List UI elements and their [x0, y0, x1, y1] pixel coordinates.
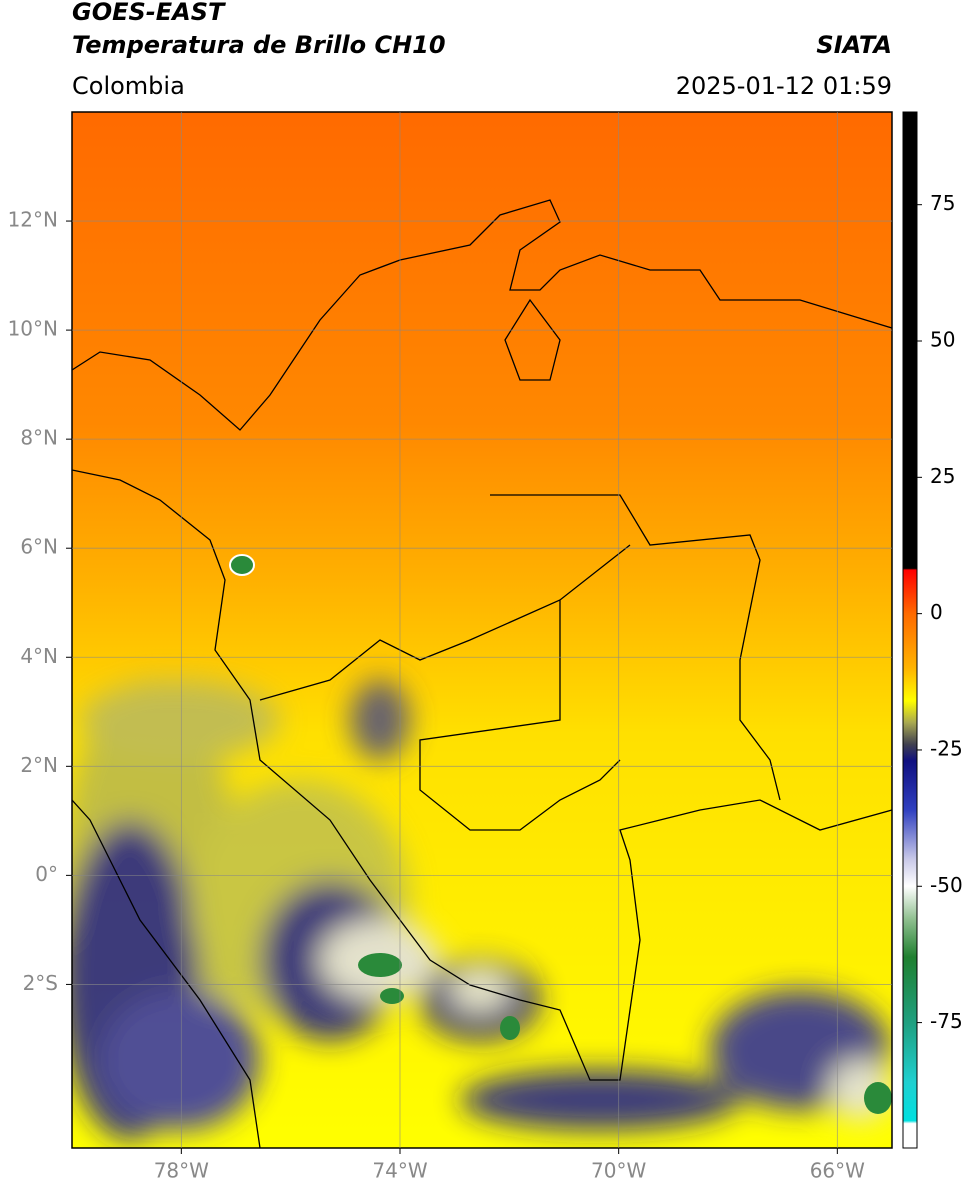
y-tick-label: 10°N: [8, 317, 58, 341]
colorbar-tick-label: 0: [930, 600, 943, 624]
colorbar-tick-label: -75: [930, 1009, 963, 1033]
map-frame: [71, 111, 893, 1149]
colorbar: [902, 111, 918, 1149]
colorbar-tick-label: -25: [930, 736, 963, 760]
y-tick-label: 4°N: [20, 644, 58, 668]
timestamp: 2025-01-12 01:59: [676, 72, 892, 100]
y-tick-label: 2°S: [23, 971, 58, 995]
y-tick-label: 6°N: [20, 535, 58, 559]
y-tick-label: 8°N: [20, 426, 58, 450]
y-tick-label: 2°N: [20, 753, 58, 777]
colorbar-tick-label: 75: [930, 191, 955, 215]
subtitle: Temperatura de Brillo CH10: [72, 31, 446, 59]
x-tick-label: 78°W: [154, 1159, 209, 1183]
y-tick-label: 0°: [35, 862, 58, 886]
x-tick-label: 66°W: [810, 1159, 865, 1183]
title: GOES-EAST: [72, 0, 226, 26]
x-tick-label: 74°W: [372, 1159, 427, 1183]
colorbar-tick-label: -50: [930, 873, 963, 897]
y-tick-label: 12°N: [8, 208, 58, 232]
satellite-image: [72, 112, 892, 1148]
x-tick-label: 70°W: [591, 1159, 646, 1183]
colorbar-tick-label: 50: [930, 328, 955, 352]
colorbar-tick-label: 25: [930, 464, 955, 488]
source-label: SIATA: [816, 31, 892, 59]
region: Colombia: [72, 72, 185, 100]
